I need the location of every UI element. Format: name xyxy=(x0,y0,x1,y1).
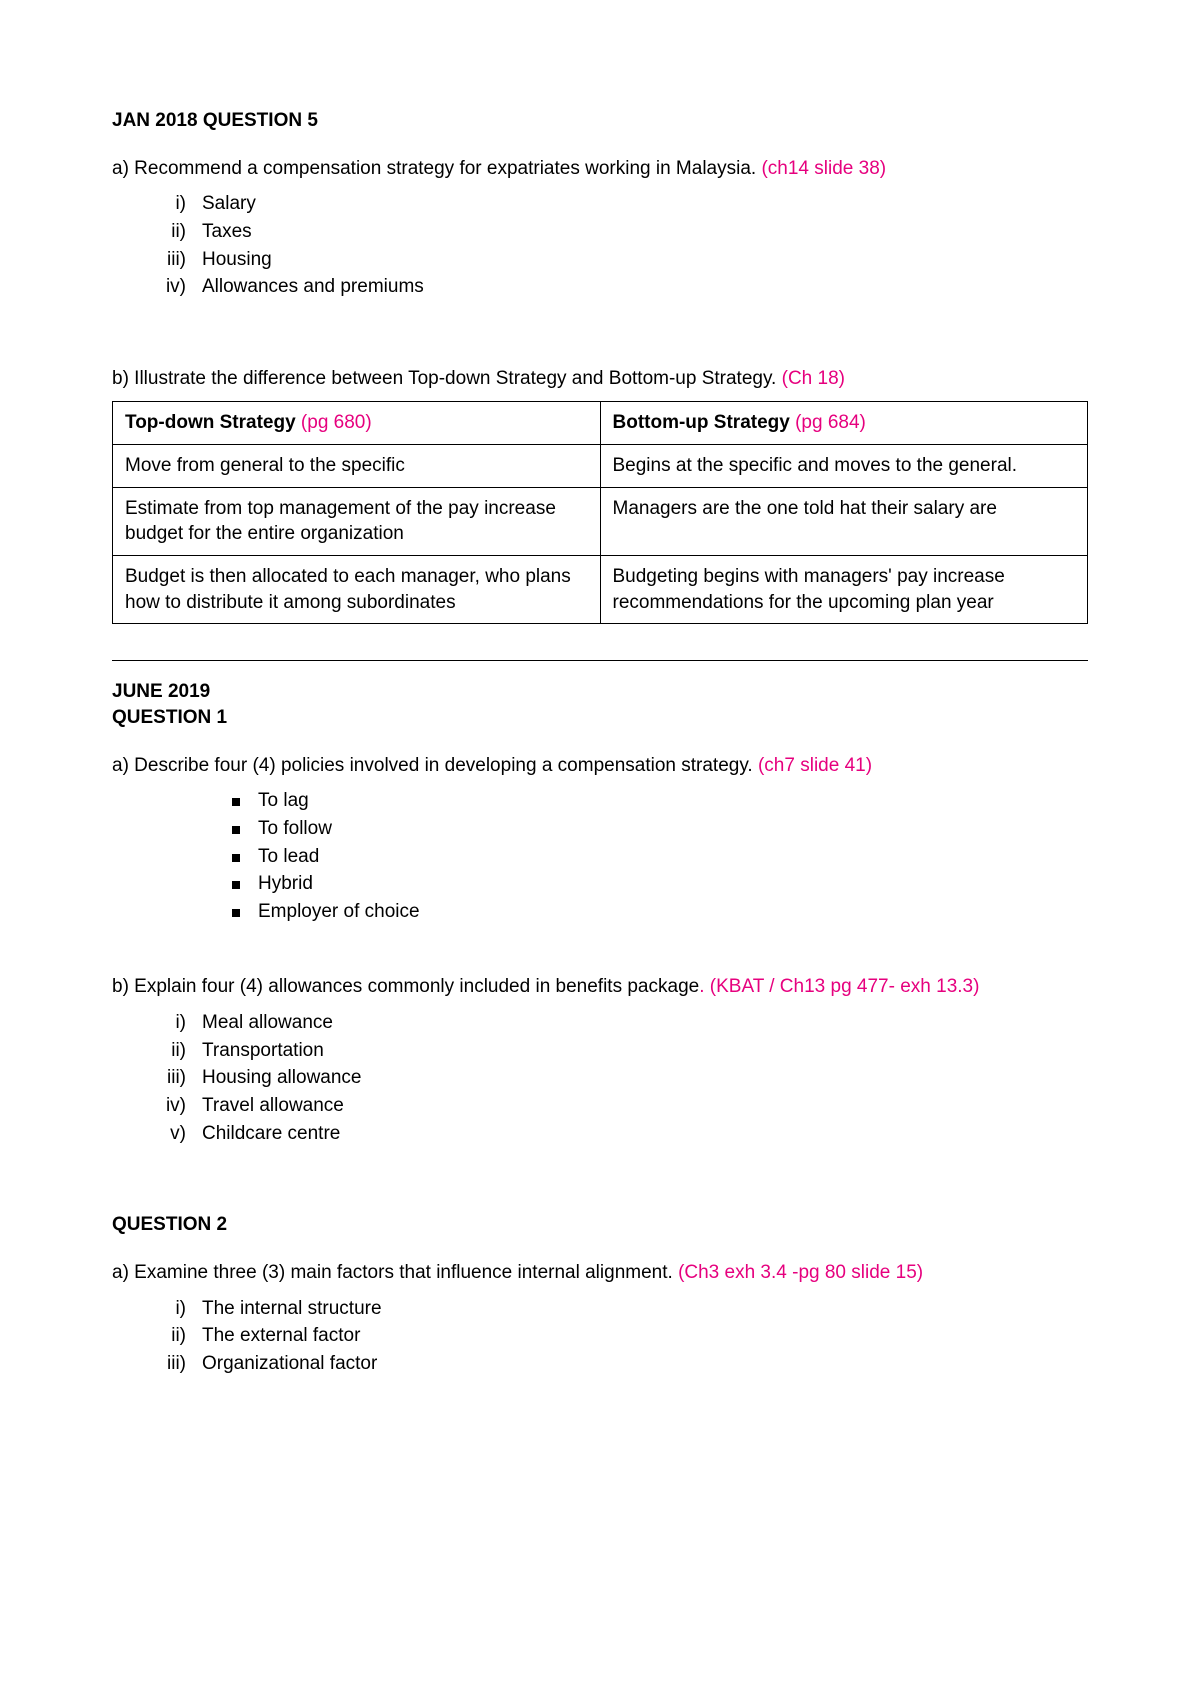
list-num: i) xyxy=(140,1010,202,1036)
list-text: Meal allowance xyxy=(202,1010,333,1036)
list-text: Allowances and premiums xyxy=(202,274,424,300)
q5b-text: b) Illustrate the difference between Top… xyxy=(112,368,782,389)
table-row: Budget is then allocated to each manager… xyxy=(113,556,1088,624)
q5a-prompt: a) Recommend a compensation strategy for… xyxy=(112,156,1088,182)
bullet-text: Employer of choice xyxy=(258,899,420,925)
q5a-list: i)Salary ii)Taxes iii)Housing iv)Allowan… xyxy=(140,191,1088,300)
list-item: ii)The external factor xyxy=(140,1323,1088,1349)
bullet-text: To follow xyxy=(258,816,332,842)
list-text: Housing xyxy=(202,247,272,273)
heading-line1: JUNE 2019 xyxy=(112,681,210,702)
table-header-left: Top-down Strategy (pg 680) xyxy=(113,402,601,445)
table-cell-right: Managers are the one told hat their sala… xyxy=(600,487,1088,555)
j19-q1a-bullets: To lag To follow To lead Hybrid Employer… xyxy=(232,788,1088,924)
bullet-text: Hybrid xyxy=(258,871,313,897)
th-right-ref: (pg 684) xyxy=(795,412,866,433)
list-num: v) xyxy=(140,1121,202,1147)
bullet-text: To lead xyxy=(258,844,319,870)
list-num: ii) xyxy=(140,219,202,245)
list-item: iii)Organizational factor xyxy=(140,1351,1088,1377)
j19-q1a-prompt: a) Describe four (4) policies involved i… xyxy=(112,753,1088,779)
list-num: i) xyxy=(140,1296,202,1322)
heading-june2019: JUNE 2019 QUESTION 1 xyxy=(112,679,1088,730)
strategy-comparison-table: Top-down Strategy (pg 680) Bottom-up Str… xyxy=(112,401,1088,624)
q2a-ref: (Ch3 exh 3.4 -pg 80 slide 15) xyxy=(678,1262,923,1283)
list-item: ii)Taxes xyxy=(140,219,1088,245)
bullet-square-icon xyxy=(232,798,240,806)
q5b-ref: (Ch 18) xyxy=(782,368,845,389)
list-item: iii)Housing xyxy=(140,247,1088,273)
heading-jan2018-q5: JAN 2018 QUESTION 5 xyxy=(112,108,1088,134)
table-row: Estimate from top management of the pay … xyxy=(113,487,1088,555)
list-item: i)The internal structure xyxy=(140,1296,1088,1322)
q2a-text: a) Examine three (3) main factors that i… xyxy=(112,1262,678,1283)
bullet-text: To lag xyxy=(258,788,309,814)
list-item: iv)Travel allowance xyxy=(140,1093,1088,1119)
section-divider xyxy=(112,660,1088,661)
table-cell-left: Estimate from top management of the pay … xyxy=(113,487,601,555)
bullet-square-icon xyxy=(232,881,240,889)
q5a-ref: (ch14 slide 38) xyxy=(761,158,886,179)
document-page: JAN 2018 QUESTION 5 a) Recommend a compe… xyxy=(0,0,1200,1697)
j19-q1a-ref: (ch7 slide 41) xyxy=(758,755,872,776)
table-cell-right: Budgeting begins with managers' pay incr… xyxy=(600,556,1088,624)
j19-q1b-dot: . xyxy=(699,976,710,997)
q2a-list: i)The internal structure ii)The external… xyxy=(140,1296,1088,1377)
list-text: Transportation xyxy=(202,1038,324,1064)
q5a-text: a) Recommend a compensation strategy for… xyxy=(112,158,761,179)
j19-q1b-text: b) Explain four (4) allowances commonly … xyxy=(112,976,699,997)
j19-q1b-ref: (KBAT / Ch13 pg 477- exh 13.3) xyxy=(710,976,980,997)
table-cell-left: Move from general to the specific xyxy=(113,445,601,488)
list-item: ii)Transportation xyxy=(140,1038,1088,1064)
table-header-right: Bottom-up Strategy (pg 684) xyxy=(600,402,1088,445)
heading-line2: QUESTION 1 xyxy=(112,707,227,728)
q5b-prompt: b) Illustrate the difference between Top… xyxy=(112,366,1088,392)
j19-q1b-list: i)Meal allowance ii)Transportation iii)H… xyxy=(140,1010,1088,1146)
list-num: iii) xyxy=(140,247,202,273)
list-num: iv) xyxy=(140,274,202,300)
j19-q1b-prompt: b) Explain four (4) allowances commonly … xyxy=(112,974,1088,1000)
list-num: iii) xyxy=(140,1351,202,1377)
table-cell-right: Begins at the specific and moves to the … xyxy=(600,445,1088,488)
list-text: Taxes xyxy=(202,219,252,245)
list-item: v)Childcare centre xyxy=(140,1121,1088,1147)
list-text: Salary xyxy=(202,191,256,217)
list-text: Organizational factor xyxy=(202,1351,377,1377)
list-item: i)Meal allowance xyxy=(140,1010,1088,1036)
list-num: ii) xyxy=(140,1038,202,1064)
bullet-square-icon xyxy=(232,854,240,862)
list-num: ii) xyxy=(140,1323,202,1349)
list-text: Childcare centre xyxy=(202,1121,340,1147)
bullet-square-icon xyxy=(232,909,240,917)
list-item: iii)Housing allowance xyxy=(140,1065,1088,1091)
bullet-square-icon xyxy=(232,826,240,834)
list-num: i) xyxy=(140,191,202,217)
list-item: i)Salary xyxy=(140,191,1088,217)
list-text: Travel allowance xyxy=(202,1093,344,1119)
th-left-bold: Top-down Strategy xyxy=(125,412,301,433)
th-left-ref: (pg 680) xyxy=(301,412,372,433)
list-item: To lead xyxy=(232,844,1088,870)
table-cell-left: Budget is then allocated to each manager… xyxy=(113,556,601,624)
list-text: The external factor xyxy=(202,1323,360,1349)
heading-q2: QUESTION 2 xyxy=(112,1212,1088,1238)
list-text: The internal structure xyxy=(202,1296,382,1322)
list-item: iv)Allowances and premiums xyxy=(140,274,1088,300)
table-row: Move from general to the specific Begins… xyxy=(113,445,1088,488)
list-num: iv) xyxy=(140,1093,202,1119)
list-item: Hybrid xyxy=(232,871,1088,897)
list-item: To follow xyxy=(232,816,1088,842)
q2a-prompt: a) Examine three (3) main factors that i… xyxy=(112,1260,1088,1286)
th-right-bold: Bottom-up Strategy xyxy=(613,412,796,433)
list-num: iii) xyxy=(140,1065,202,1091)
list-text: Housing allowance xyxy=(202,1065,362,1091)
list-item: To lag xyxy=(232,788,1088,814)
j19-q1a-text: a) Describe four (4) policies involved i… xyxy=(112,755,758,776)
list-item: Employer of choice xyxy=(232,899,1088,925)
